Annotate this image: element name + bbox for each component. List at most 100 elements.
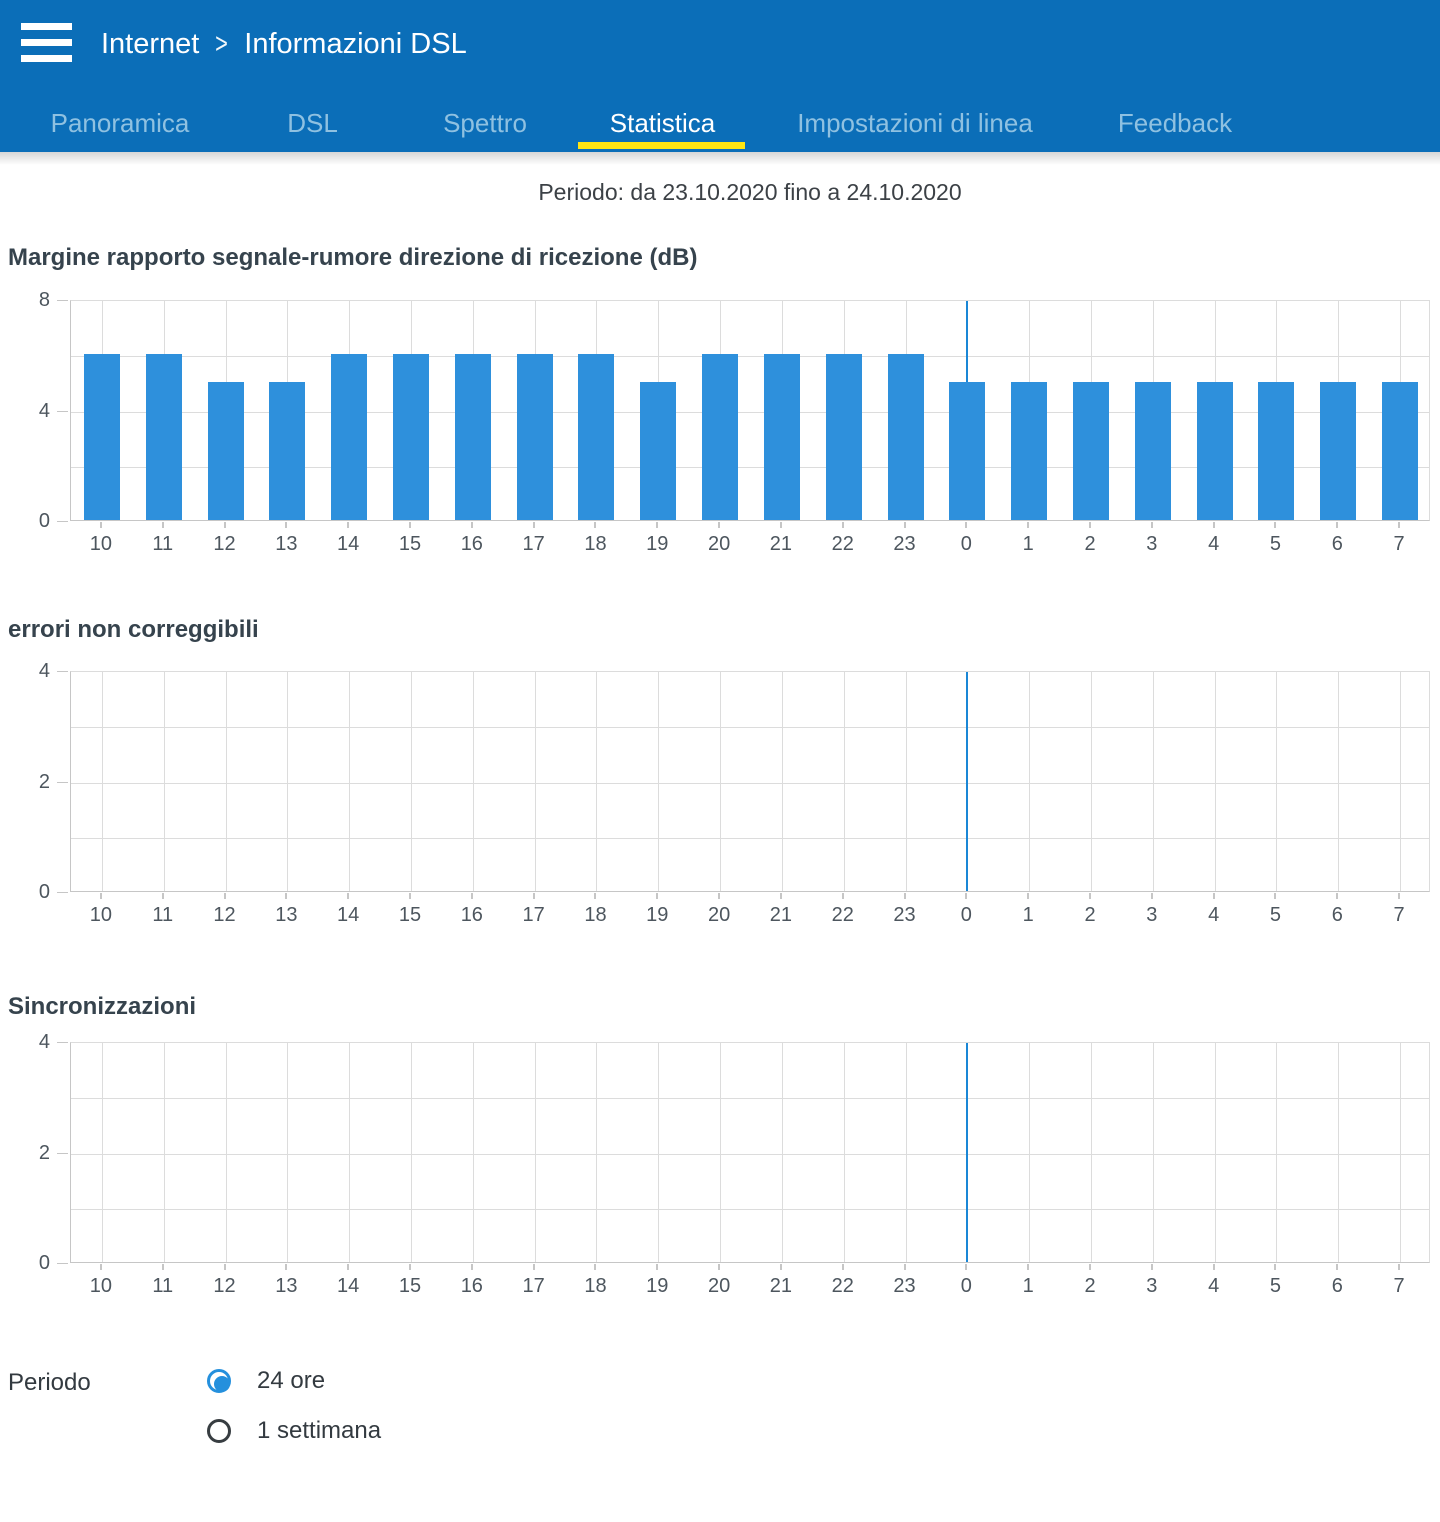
x-tick-label: 11 (152, 1275, 174, 1297)
bar-hour-22 (825, 354, 862, 520)
period-option-1week[interactable]: 1 settimana (207, 1410, 381, 1452)
period-selector-label: Periodo (8, 1369, 91, 1396)
x-tick-mark (470, 893, 473, 899)
x-tick-mark (1089, 1264, 1091, 1270)
v-gridline (1029, 1043, 1031, 1262)
midnight-marker-line (966, 672, 969, 891)
v-gridline (1400, 1043, 1402, 1262)
x-tick-label: 2 (1084, 904, 1096, 926)
radio-1week-icon[interactable] (207, 1419, 231, 1443)
uncorrectable-errors-chart: 0 2 4 10 11 12 13 14 15 16 17 18 19 20 21 22 23 0 1 2 3 4 5 6 7 (0, 660, 1440, 932)
v-gridline (720, 672, 722, 891)
x-tick-label: 23 (893, 904, 916, 926)
errors-chart-title: errori non correggibili (8, 616, 259, 643)
period-selector: Periodo 24 ore 1 settimana (0, 1360, 1440, 1460)
menu-icon-bar (21, 39, 72, 46)
v-gridline (472, 672, 474, 891)
chart-plot (70, 671, 1430, 892)
x-tick-label: 23 (893, 1275, 916, 1297)
x-tick-mark (161, 893, 164, 899)
v-gridline (225, 1043, 227, 1262)
breadcrumb-section[interactable]: Internet (101, 28, 200, 60)
v-gridline (843, 672, 845, 891)
x-tick-mark (1336, 1264, 1339, 1270)
x-tick-label: 13 (275, 533, 298, 555)
y-tick-label: 4 (38, 660, 50, 682)
bar-hour-6 (1320, 381, 1357, 520)
tab-impostazioni-di-linea[interactable]: Impostazioni di linea (755, 95, 1075, 152)
tab-panoramica[interactable]: Panoramica (15, 95, 225, 152)
bar-hour-7 (1382, 381, 1419, 520)
x-tick-label: 3 (1146, 1275, 1158, 1297)
chevron-right-icon: > (215, 28, 229, 60)
x-tick-label: 11 (152, 533, 174, 555)
period-option-24h[interactable]: 24 ore (207, 1360, 381, 1402)
v-gridline (411, 1043, 412, 1262)
y-tick-mark (57, 300, 68, 301)
x-tick-mark (1212, 522, 1215, 528)
x-tick-mark (99, 522, 102, 528)
bar-hour-3 (1134, 381, 1171, 520)
bar-hour-10 (83, 354, 120, 520)
tab-feedback[interactable]: Feedback (1075, 95, 1275, 152)
bar-hour-14 (331, 354, 368, 520)
v-gridline (287, 1043, 289, 1262)
x-tick-mark (841, 522, 844, 528)
v-gridline (101, 672, 103, 891)
x-tick-mark (285, 893, 288, 899)
x-tick-label: 1 (1022, 1275, 1034, 1297)
x-tick-mark (1150, 893, 1153, 899)
v-gridline (349, 672, 351, 891)
x-tick-mark (594, 522, 597, 528)
bar-hour-16 (454, 354, 491, 520)
v-gridline (1214, 1043, 1216, 1262)
v-gridline (781, 1043, 783, 1262)
bar-hour-15 (393, 354, 429, 520)
x-tick-label: 19 (646, 1275, 669, 1297)
v-gridline (1091, 672, 1092, 891)
x-tick-mark (903, 1264, 906, 1270)
x-tick-mark (532, 1264, 535, 1270)
x-tick-label: 13 (275, 1275, 298, 1297)
x-tick-mark (1089, 522, 1091, 528)
x-tick-mark (1336, 893, 1339, 899)
bar-hour-0 (949, 381, 986, 520)
v-gridline (225, 672, 227, 891)
x-tick-label: 6 (1331, 1275, 1343, 1297)
x-tick-mark (656, 522, 659, 528)
x-tick-mark (965, 1264, 968, 1270)
x-tick-mark (1027, 1264, 1030, 1270)
radio-24h-icon[interactable] (207, 1369, 231, 1393)
x-tick-label: 5 (1269, 533, 1282, 555)
header-top-row: Internet > Informazioni DSL (0, 0, 1440, 95)
midnight-marker-line (966, 1043, 969, 1262)
snr-margin-chart: 0 4 8 10 11 12 13 14 15 16 17 18 19 20 21 22 23 0 1 2 3 4 5 6 7 (0, 289, 1440, 561)
tab-label: DSL (287, 108, 338, 138)
menu-icon[interactable] (21, 23, 72, 62)
x-tick-label: 16 (460, 1275, 483, 1297)
v-gridline (843, 1043, 845, 1262)
x-tick-label: 14 (337, 1275, 360, 1297)
x-tick-mark (718, 1264, 721, 1270)
x-tick-mark (1274, 893, 1277, 899)
tab-statistica[interactable]: Statistica (570, 95, 755, 152)
x-tick-mark (1027, 893, 1030, 899)
tab-spettro[interactable]: Spettro (400, 95, 570, 152)
x-tick-label: 21 (769, 904, 793, 926)
period-range-text: Periodo: da 23.10.2020 fino a 24.10.2020 (538, 179, 962, 205)
tab-bar: Panoramica DSL Spettro Statistica Impostazio… (0, 95, 1440, 152)
x-tick-mark (1274, 1264, 1277, 1270)
tab-dsl[interactable]: DSL (225, 95, 400, 152)
x-tick-mark (841, 893, 844, 899)
x-tick-mark (470, 1264, 473, 1270)
y-tick-label: 4 (38, 399, 50, 422)
x-tick-mark (1212, 893, 1215, 899)
x-tick-label: 6 (1331, 904, 1343, 926)
v-gridline (658, 1043, 660, 1262)
v-gridline (720, 1043, 722, 1262)
x-tick-label: 0 (960, 533, 972, 555)
x-tick-mark (1150, 1264, 1153, 1270)
x-tick-mark (1089, 893, 1091, 899)
h-gridline (71, 727, 1429, 729)
x-tick-label: 12 (213, 533, 236, 555)
